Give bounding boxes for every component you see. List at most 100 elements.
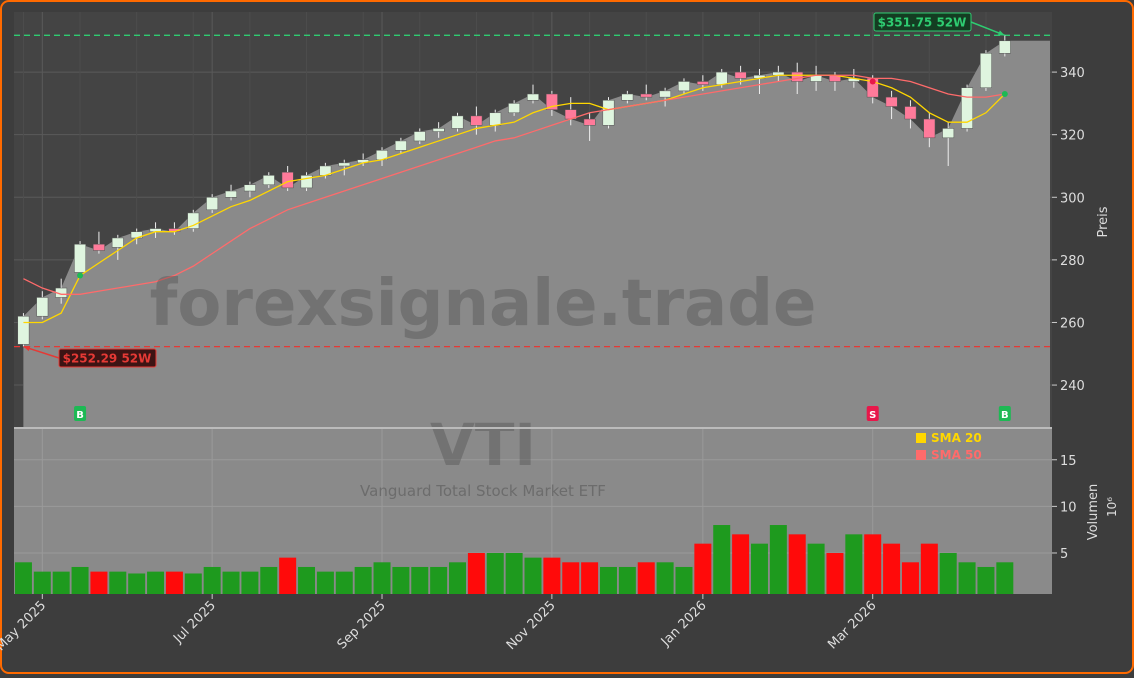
candle-body xyxy=(678,81,690,92)
volume-bar xyxy=(430,566,448,594)
volume-bar xyxy=(939,552,957,594)
volume-bar xyxy=(184,573,202,594)
candle-body xyxy=(942,128,955,139)
candle-body xyxy=(451,115,464,129)
candle-body xyxy=(206,197,219,211)
candle-body xyxy=(281,171,294,189)
candle-body xyxy=(791,71,804,82)
volume-bar xyxy=(788,534,806,594)
y-tick-label: 240 xyxy=(1060,379,1085,394)
legend-label: SMA 50 xyxy=(931,448,982,462)
volume-bar xyxy=(109,571,127,594)
candle-body xyxy=(432,128,445,132)
legend-swatch xyxy=(916,450,926,460)
volume-bar xyxy=(260,566,278,594)
candle-body xyxy=(17,315,30,345)
volume-bar xyxy=(562,562,580,594)
y-axis-unit: 10⁶ xyxy=(1105,497,1119,517)
volume-bar xyxy=(618,566,636,594)
candle-body xyxy=(659,90,672,98)
volume-bar xyxy=(637,562,655,594)
watermark: forexsignale.trade xyxy=(150,267,817,341)
candle-body xyxy=(300,175,313,189)
candle-body xyxy=(640,93,653,98)
y-tick-label: 10 xyxy=(1060,500,1077,515)
volume-bar xyxy=(845,534,863,594)
candle-body xyxy=(734,71,747,79)
volume-bar xyxy=(354,566,372,594)
volume-bar xyxy=(449,562,467,594)
candle-body xyxy=(243,184,256,192)
signal-label: B xyxy=(76,410,84,421)
candle-body xyxy=(225,190,237,198)
arrow-head xyxy=(997,30,1005,36)
volume-bar xyxy=(901,562,919,594)
candle-body xyxy=(93,243,105,251)
volume-bar xyxy=(996,562,1014,594)
signal-dot xyxy=(77,272,84,279)
volume-bar xyxy=(599,566,617,594)
volume-bar xyxy=(316,571,334,594)
volume-bar xyxy=(241,571,259,594)
volume-bar xyxy=(411,566,429,594)
volume-bar xyxy=(750,543,768,594)
arrow-head xyxy=(23,345,31,352)
volume-bar xyxy=(373,562,391,594)
y-tick-label: 15 xyxy=(1060,454,1077,469)
candle-body xyxy=(696,81,709,85)
volume-bar xyxy=(543,557,561,594)
volume-bar xyxy=(656,562,674,594)
signal-badge xyxy=(74,406,87,421)
volume-bar xyxy=(524,557,542,594)
signal-label: S xyxy=(869,410,876,421)
candle-body xyxy=(602,100,615,126)
signal-label: B xyxy=(1001,410,1009,421)
volume-bar xyxy=(581,562,599,594)
signal-dot xyxy=(1001,90,1008,97)
signal-badge xyxy=(998,406,1011,421)
candle-body xyxy=(621,93,634,101)
symbol: VTI xyxy=(430,411,536,479)
legend-swatch xyxy=(916,433,926,443)
volume-bar xyxy=(392,566,410,594)
candle-body xyxy=(545,93,558,110)
volume-bar xyxy=(52,571,70,594)
volume-bar xyxy=(505,552,523,594)
candle-body xyxy=(489,112,502,126)
y-axis-label: Volumen xyxy=(1086,484,1101,541)
volume-bar xyxy=(958,562,976,594)
volume-bar xyxy=(128,573,146,594)
volume-bar xyxy=(713,525,731,594)
signal-dot xyxy=(869,78,876,85)
volume-bar xyxy=(694,543,712,594)
volume-bar xyxy=(14,562,32,594)
candle-body xyxy=(961,87,973,129)
legend-label: SMA 20 xyxy=(931,431,982,445)
volume-bar xyxy=(222,571,240,594)
y-tick-label: 340 xyxy=(1060,66,1085,81)
volume-bar xyxy=(769,525,787,594)
volume-bar xyxy=(147,571,165,594)
candle-body xyxy=(923,118,936,139)
candle-body xyxy=(338,162,351,167)
candle-body xyxy=(904,106,917,120)
candle-body xyxy=(470,115,483,126)
volume-bar xyxy=(33,571,51,594)
candle-body xyxy=(980,53,992,88)
sma-line xyxy=(23,74,1006,324)
y-tick-label: 5 xyxy=(1060,547,1068,562)
volume-bar xyxy=(977,566,995,594)
y-tick-label: 280 xyxy=(1060,254,1085,269)
sma-line xyxy=(23,74,1005,295)
volume-bar xyxy=(279,557,297,594)
annotation: $351.75 52W xyxy=(878,16,967,30)
candle-body xyxy=(111,237,124,248)
candle-body xyxy=(715,71,728,85)
candle-body xyxy=(885,96,898,107)
symbol-name: Vanguard Total Stock Market ETF xyxy=(360,482,606,500)
candle-body xyxy=(583,118,596,126)
volume-bar xyxy=(298,566,316,594)
candle-body xyxy=(508,103,521,114)
